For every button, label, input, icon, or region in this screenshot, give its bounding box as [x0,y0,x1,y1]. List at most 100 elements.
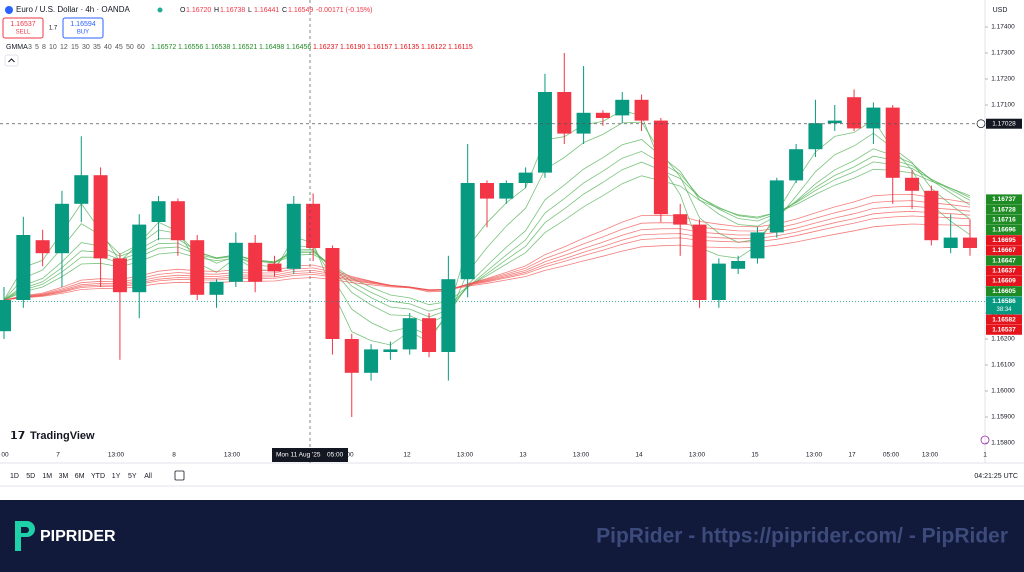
candle-body [286,203,301,269]
x-tick-label: 05:00 [883,452,900,459]
range-button[interactable]: 1Y [112,473,121,480]
range-button[interactable]: 3M [59,473,69,480]
candle-body [943,237,958,248]
candle-body [151,201,166,222]
y-tick-label: 1.17100 [991,102,1015,109]
y-tick-label: 1.16100 [991,362,1015,369]
gmma-line [3,223,971,301]
alert-icon[interactable] [980,435,990,445]
x-tick-label: 8 [172,452,176,459]
candle-body [537,92,552,173]
range-button[interactable]: 5D [26,473,35,480]
collapse-button[interactable] [4,54,19,67]
y-tick-label: 1.17400 [991,24,1015,31]
ohlc-key: C [282,7,287,14]
range-button[interactable]: 6M [75,473,85,480]
x-tick-label: 13:00 [689,452,706,459]
price-badge [986,214,1022,225]
indicator-period: 10 [49,44,57,51]
candle-body [673,214,688,225]
clock: 04:21:25 UTC [974,473,1018,480]
symbol: Euro / U.S. Dollar · 4h · OANDA [16,5,130,14]
candle-body [112,258,127,293]
indicator-name: GMMA [6,44,28,51]
candle-body [480,183,494,199]
x-tick-label: 00 [1,452,9,459]
y-tick-label: 1.17200 [991,76,1015,83]
overlays: 1.17028 1.16737 1.16728 1.16716 1.16696 1.166… [0,0,1022,463]
candle-body [422,318,437,352]
price-badge-label: 1.16728 [992,206,1016,213]
candle-body [16,235,31,300]
range-button[interactable]: 1M [42,473,52,480]
x-tick-label: 13:00 [806,452,823,459]
buy-button[interactable] [62,17,104,39]
candle-body [228,242,243,282]
indicator-value: 1.16498 [259,44,284,51]
y-tick-label: 1.17300 [991,50,1015,57]
x-tick-label: 14 [635,452,643,459]
ohlc-key: L [248,7,252,14]
candle-body [402,318,417,350]
candle-body [54,203,69,254]
price-badge [986,296,1022,315]
indicator-value: 1.16135 [394,44,419,51]
candle-body [74,175,89,204]
price-badge [986,224,1022,235]
indicator-legend: GMMA 3 5 8 10 12 15 30 35 40 45 50 60 1.16572 1.16556 1… [6,44,473,51]
ohlc-value: 1.16738 [220,7,245,14]
price-badge-label: 1.16605 [992,288,1016,295]
indicator-value: 1.16572 [151,44,176,51]
candle-body [808,123,823,150]
crosshair-time: Mon 11 Aug '25 [276,452,321,459]
range-button[interactable]: 1D [10,473,19,480]
candle-body [595,112,610,118]
candle-body [634,99,649,121]
banner-caption: PipRider - https://piprider.com/ - PipRi… [596,525,1008,548]
gmma-line [3,168,971,306]
price-badge-label: 1.16537 [992,326,1016,333]
spread: 1.7 [49,26,58,32]
symbol-icon [5,6,13,14]
candle-body [170,201,185,241]
candle-body [963,237,977,248]
candle-body [827,120,842,124]
x-tick-label: 13:00 [457,452,474,459]
indicator-period: 60 [137,44,145,51]
candle-body [789,149,804,181]
candle-body [847,97,862,129]
collapse-icon [8,58,15,63]
candle-body [383,349,398,352]
gmma-line [3,139,971,325]
indicator-period: 45 [115,44,123,51]
range-button[interactable]: All [144,473,152,480]
indicator-period: 30 [82,44,90,51]
candle-body [460,183,475,280]
x-tick-label: 12 [403,452,411,459]
gmma-line [3,200,971,301]
ohlc-value: 1.16441 [254,7,279,14]
candle-body [306,203,321,248]
crosshair-clock: 05:00 [327,452,344,459]
indicator-period: 5 [35,44,39,51]
ohlc-value: 1.16549 [288,7,313,14]
candle-body [885,107,900,178]
price-badge-label: 1.16667 [992,247,1016,254]
candle-body [905,177,920,191]
range-button[interactable]: 5Y [128,473,137,480]
candle-body [441,279,456,352]
crosshair-price: 1.17028 [992,120,1016,127]
price-badge [986,235,1022,246]
candle-body [35,240,50,254]
crosshair-time-badge [272,448,348,462]
sell-button[interactable] [2,17,44,39]
indicator-period: 15 [71,44,79,51]
calendar-icon[interactable] [174,470,185,481]
x-tick-label: 13 [519,452,527,459]
sell-price: 1.16537 [10,21,35,28]
ohlc: O 1.16720 H 1.16738 L 1.16441 C 1.16549 -0.00171… [180,7,372,14]
x-tick-label: 15 [751,452,759,459]
y-tick-label: 1.15900 [991,414,1015,421]
crosshair-plus[interactable] [976,119,986,129]
range-button[interactable]: YTD [91,473,105,480]
